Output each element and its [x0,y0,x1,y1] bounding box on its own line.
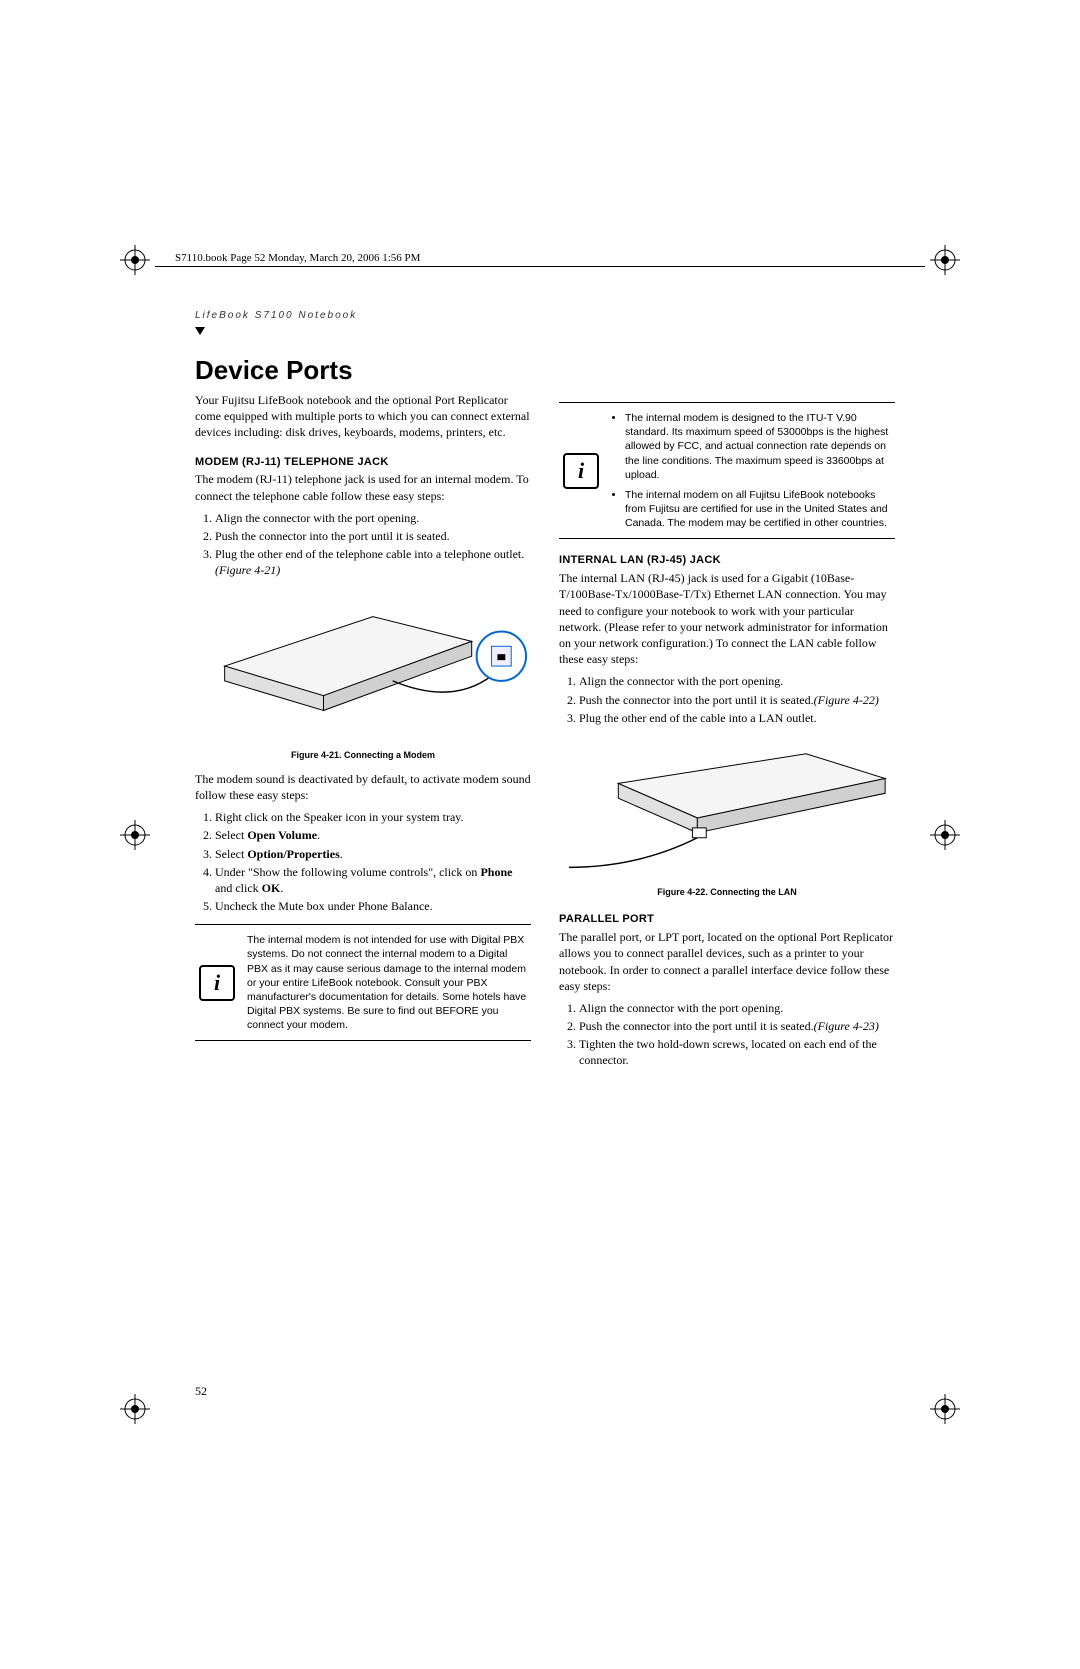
sound-step-5: Uncheck the Mute box under Phone Balance… [215,898,531,914]
parallel-paragraph: The parallel port, or LPT port, located … [559,929,895,994]
book-info-line: S7110.book Page 52 Monday, March 20, 200… [175,252,420,264]
figure-4-21-caption: Figure 4-21. Connecting a Modem [195,749,531,761]
page-title: Device Ports [195,355,895,386]
modem-paragraph: The modem (RJ-11) telephone jack is used… [195,471,531,503]
pbx-warning-text: The internal modem is not intended for u… [247,933,527,1032]
crop-mark-mr [930,820,960,850]
parallel-step-1: Align the connector with the port openin… [579,1000,895,1016]
lan-paragraph: The internal LAN (RJ-45) jack is used fo… [559,570,895,667]
sound-step-4: Under "Show the following volume control… [215,864,531,896]
top-rule [155,266,925,267]
modem-step-3: Plug the other end of the telephone cabl… [215,546,531,578]
parallel-heading: PARALLEL PORT [559,912,895,927]
parallel-step-3: Tighten the two hold-down screws, locate… [579,1036,895,1068]
info-icon: i [563,453,599,489]
crop-mark-tr [930,245,960,275]
modem-spec-box: i The internal modem is designed to the … [559,402,895,539]
left-column: Your Fujitsu LifeBook notebook and the o… [195,392,531,1077]
content-area: LifeBook S7100 Notebook Device Ports You… [195,310,895,1077]
two-column-layout: Your Fujitsu LifeBook notebook and the o… [195,392,895,1077]
page: S7110.book Page 52 Monday, March 20, 200… [0,0,1080,1669]
running-head: LifeBook S7100 Notebook [195,310,895,321]
parallel-steps: Align the connector with the port openin… [559,1000,895,1069]
pbx-warning-box: i The internal modem is not intended for… [195,924,531,1041]
modem-spec-bullet-1: The internal modem is designed to the IT… [625,411,891,482]
sound-step-3: Select Option/Properties. [215,846,531,862]
modem-spec-bullet-2: The internal modem on all Fujitsu LifeBo… [625,488,891,531]
info-icon: i [199,965,235,1001]
triangle-marker-icon [195,327,205,335]
sound-step-2: Select Open Volume. [215,827,531,843]
crop-mark-bl [120,1394,150,1424]
figure-4-22-caption: Figure 4-22. Connecting the LAN [559,886,895,898]
lan-steps: Align the connector with the port openin… [559,673,895,726]
modem-sound-steps: Right click on the Speaker icon in your … [195,809,531,914]
sound-step-1: Right click on the Speaker icon in your … [215,809,531,825]
modem-steps: Align the connector with the port openin… [195,510,531,579]
crop-mark-br [930,1394,960,1424]
figure-4-21 [195,587,531,745]
lan-step-1: Align the connector with the port openin… [579,673,895,689]
intro-paragraph: Your Fujitsu LifeBook notebook and the o… [195,392,531,441]
page-number: 52 [195,1384,207,1399]
figure-4-22 [559,734,895,882]
modem-sound-para: The modem sound is deactivated by defaul… [195,771,531,803]
crop-mark-tl [120,245,150,275]
lan-step-3: Plug the other end of the cable into a L… [579,710,895,726]
modem-step-2: Push the connector into the port until i… [215,528,531,544]
modem-step-1: Align the connector with the port openin… [215,510,531,526]
right-column: i The internal modem is designed to the … [559,392,895,1077]
lan-step-2: Push the connector into the port until i… [579,692,895,708]
lan-heading: INTERNAL LAN (RJ-45) JACK [559,553,895,568]
crop-mark-ml [120,820,150,850]
modem-spec-text: The internal modem is designed to the IT… [611,411,891,530]
parallel-step-2: Push the connector into the port until i… [579,1018,895,1034]
modem-heading: MODEM (RJ-11) TELEPHONE JACK [195,455,531,470]
